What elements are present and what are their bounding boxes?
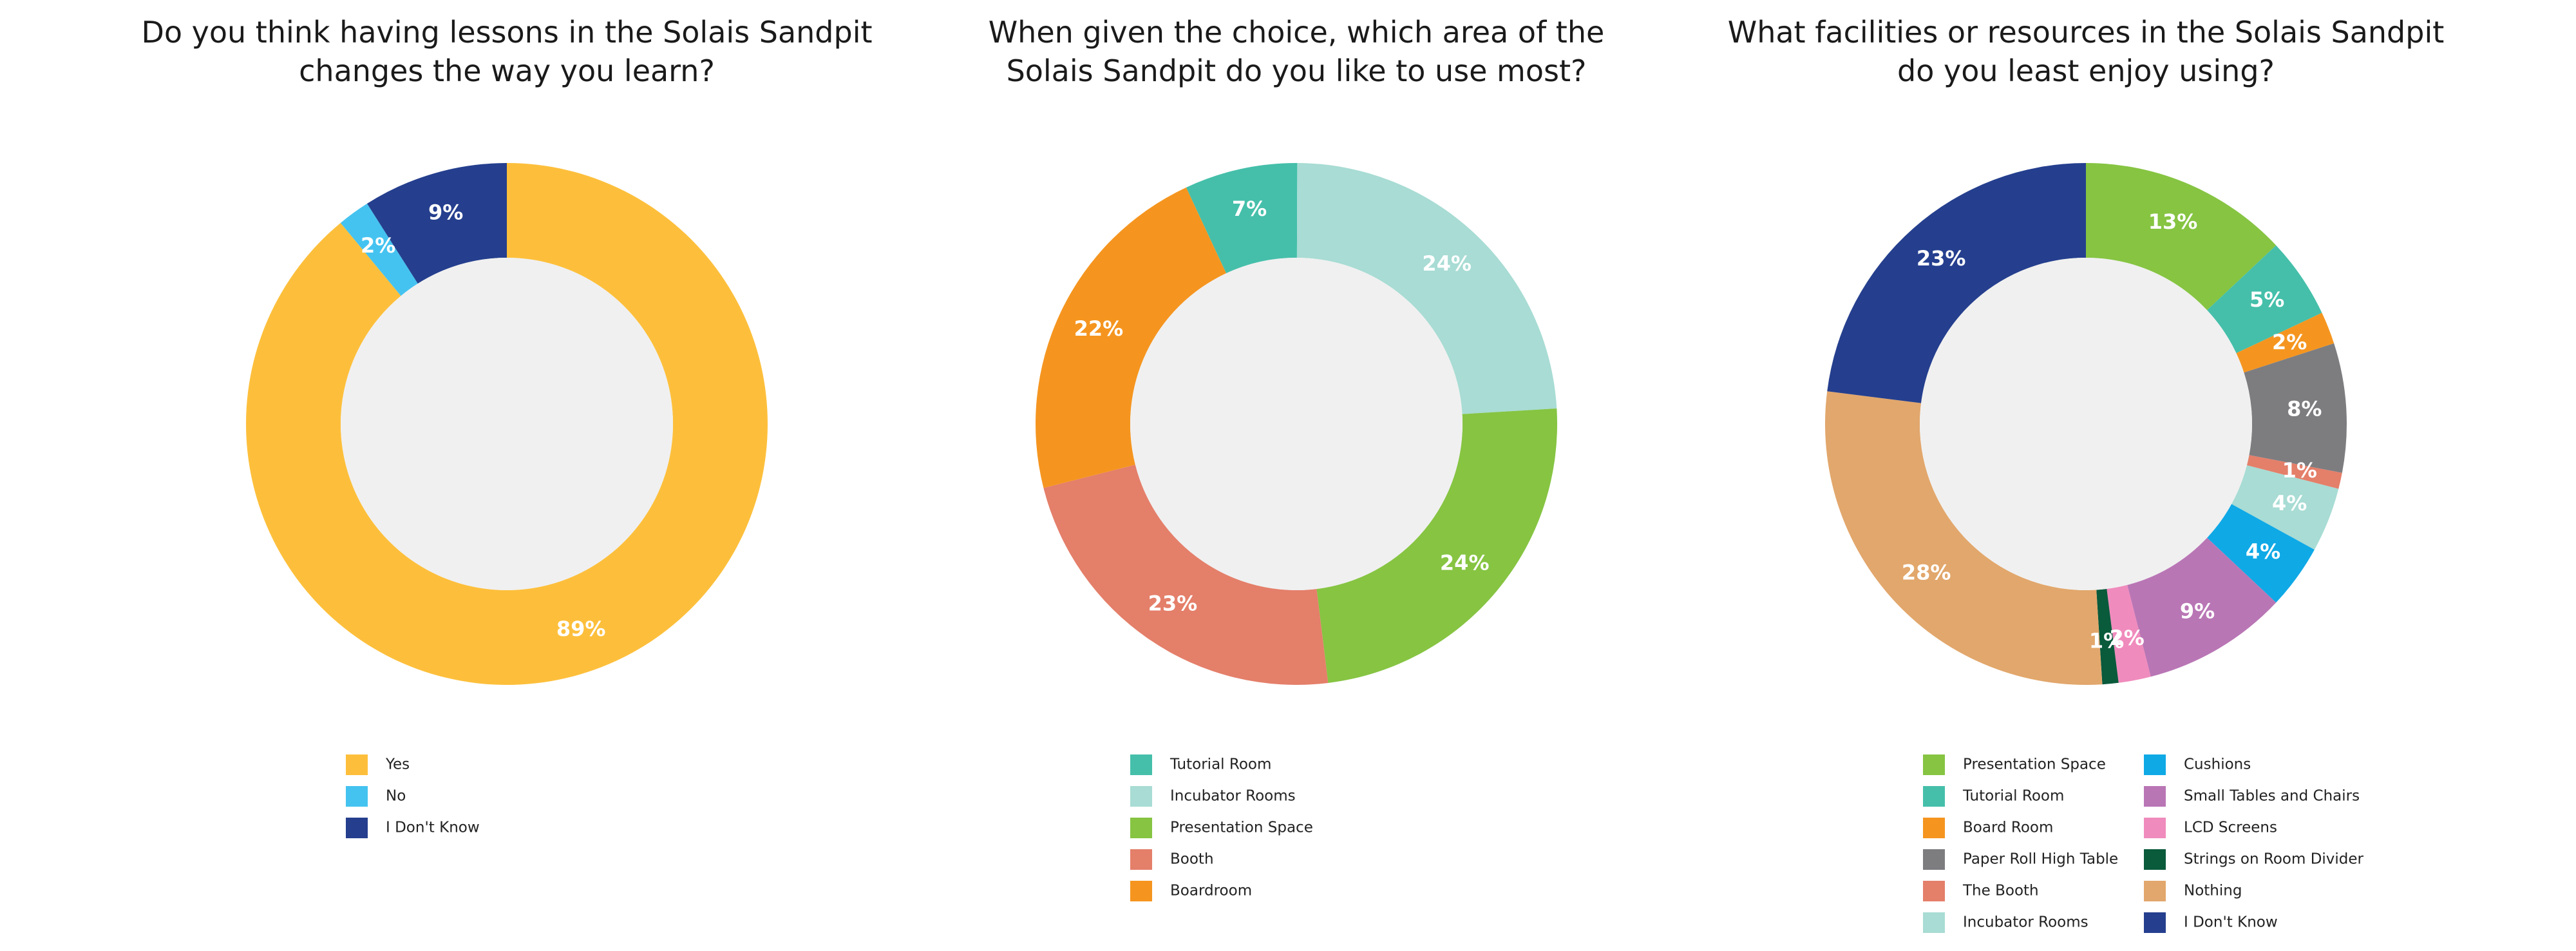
data-label: 23% xyxy=(1148,591,1198,616)
legend-swatch xyxy=(2144,881,2166,901)
donut-hole xyxy=(1130,258,1463,590)
legend-label: Booth xyxy=(1170,851,1214,868)
legend-swatch xyxy=(2144,786,2166,807)
legend-swatch xyxy=(1923,818,1945,838)
legend-swatch xyxy=(2144,912,2166,933)
legend-label: Strings on Room Divider xyxy=(2184,851,2364,868)
legend-swatch xyxy=(1923,786,1945,807)
chart-title: When given the choice, which area of the… xyxy=(988,15,1605,88)
slice xyxy=(1043,465,1329,685)
data-label: 4% xyxy=(2246,539,2280,564)
legend-label: Tutorial Room xyxy=(1170,756,1271,773)
data-label: 1% xyxy=(2089,628,2124,653)
legend-swatch xyxy=(346,754,368,775)
data-label: 7% xyxy=(1232,197,1267,221)
legend-label: Yes xyxy=(385,756,410,773)
donut-chart: 13%5%2%8%1%4%4%9%2%1%28%23%Presentation … xyxy=(1825,163,2364,933)
legend-label: No xyxy=(386,788,406,805)
data-label: 13% xyxy=(2148,209,2198,234)
slice xyxy=(2127,537,2277,677)
slice xyxy=(1186,163,1298,274)
legend-swatch xyxy=(1130,849,1152,870)
data-label: 24% xyxy=(1440,551,1490,575)
donut-chart: 7% 24% 24% 23% 22% Tutorial Room Incubator Roo… xyxy=(1036,163,1557,901)
donut-hole xyxy=(1920,258,2252,590)
data-label: 8% xyxy=(2287,397,2322,421)
slice xyxy=(2236,312,2334,373)
slice xyxy=(366,163,507,284)
slice xyxy=(1825,391,2103,685)
data-label: 28% xyxy=(1902,561,1951,585)
legend-swatch xyxy=(1130,786,1152,807)
slice xyxy=(1827,163,2086,403)
legend-label: The Booth xyxy=(1962,883,2039,899)
slice xyxy=(1296,163,1557,414)
data-label: 5% xyxy=(2249,287,2284,312)
donut-hole xyxy=(341,258,673,590)
legend-swatch xyxy=(2144,818,2166,838)
legend-label: Tutorial Room xyxy=(1962,788,2064,805)
donut-chart: 89% 2% 9% Yes No I Don't Know xyxy=(245,163,768,838)
slice xyxy=(2096,588,2119,685)
slice xyxy=(2231,465,2339,550)
legend-label: Board Room xyxy=(1963,820,2053,836)
legend-label: Incubator Rooms xyxy=(1170,788,1296,805)
chart-title: What facilities or resources in the Sola… xyxy=(1727,15,2445,88)
legend-label: Small Tables and Chairs xyxy=(2184,788,2360,805)
data-label: 22% xyxy=(1074,316,1124,341)
legend-swatch xyxy=(1923,849,1945,870)
legend-label: Incubator Rooms xyxy=(1963,914,2088,931)
slice xyxy=(2244,343,2347,473)
legend-swatch xyxy=(1130,754,1152,775)
slice xyxy=(2086,163,2277,311)
data-label: 89% xyxy=(556,617,606,641)
data-label: 9% xyxy=(2180,599,2215,624)
slice xyxy=(340,204,418,296)
legend-label: I Don't Know xyxy=(2184,914,2278,931)
legend-swatch xyxy=(1923,881,1945,901)
legend-swatch xyxy=(1130,818,1152,838)
legend-label: Boardroom xyxy=(1170,883,1252,899)
data-label: 2% xyxy=(2272,330,2307,354)
chart-title: Do you think having lessons in the Solai… xyxy=(141,15,873,88)
slice xyxy=(1036,187,1226,488)
slice xyxy=(2207,245,2322,354)
legend-label: Nothing xyxy=(2184,883,2242,899)
slice xyxy=(2207,504,2315,603)
data-label: 1% xyxy=(2282,458,2317,483)
slice xyxy=(2107,584,2151,683)
data-label: 2% xyxy=(2110,626,2145,650)
legend-swatch xyxy=(1130,881,1152,901)
legend-swatch xyxy=(1923,754,1945,775)
legend-swatch xyxy=(2144,849,2166,870)
legend-label: Presentation Space xyxy=(1170,820,1313,836)
slice xyxy=(2246,455,2342,489)
data-label: 24% xyxy=(1422,251,1472,276)
slice xyxy=(1316,408,1557,683)
data-label: 9% xyxy=(428,200,463,225)
legend-label: Cushions xyxy=(2184,756,2251,773)
legend-label: I Don't Know xyxy=(386,820,480,836)
legend-label: Presentation Space xyxy=(1963,756,2106,773)
data-label: 2% xyxy=(361,233,395,258)
legend-label: LCD Screens xyxy=(2184,820,2277,836)
legend-swatch xyxy=(2144,754,2166,775)
legend-swatch xyxy=(1923,912,1945,933)
legend-label: Paper Roll High Table xyxy=(1963,851,2118,868)
slice xyxy=(245,163,768,685)
data-label: 4% xyxy=(2272,491,2307,515)
legend-swatch xyxy=(346,818,368,838)
data-label: 23% xyxy=(1917,246,1966,271)
legend-swatch xyxy=(346,786,368,807)
